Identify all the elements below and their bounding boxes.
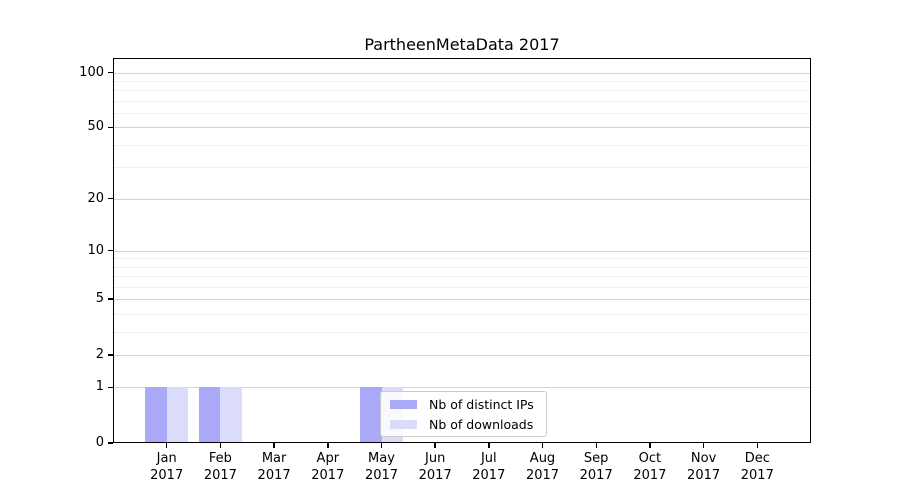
y-tick-mark [108,197,113,200]
x-tick-mark [649,443,651,448]
y-major-gridline [113,198,811,200]
x-tick-mark [702,443,705,448]
y-minor-gridline [113,80,811,82]
x-tick-mark [219,443,222,448]
y-major-gridline [113,354,811,356]
legend: Nb of distinct IPs Nb of downloads [380,391,547,437]
y-tick-label: 0 [95,435,104,450]
x-tick-mark [380,443,383,448]
y-minor-gridline [113,258,811,260]
x-tick-mark [595,443,597,448]
y-tick-label: 5 [95,291,104,307]
x-tick-label: May 2017 [364,451,399,483]
y-tick-mark [108,126,113,129]
y-minor-gridline [113,144,811,146]
y-tick-mark [108,298,113,300]
y-minor-gridline [113,167,811,169]
y-tick-label: 50 [87,119,104,135]
y-tick-label: 100 [79,64,104,80]
legend-label-downloads: Nb of downloads [429,416,534,432]
y-major-gridline [113,299,811,301]
x-tick-label: Mar 2017 [257,451,291,483]
y-minor-gridline [113,276,811,278]
y-tick-mark [108,442,113,444]
bar-distinct-ips [360,387,382,443]
y-major-gridline [113,387,811,389]
x-tick-label: Jul 2017 [472,451,506,483]
x-tick-label: Feb 2017 [203,451,237,483]
x-tick-label: Dec 2017 [740,451,774,483]
y-major-gridline [113,72,811,74]
y-major-gridline [113,127,811,129]
y-tick-label: 20 [87,190,104,206]
x-tick-label: Apr 2017 [311,451,345,483]
x-tick-label: Aug 2017 [525,451,560,483]
x-tick-mark [434,443,436,448]
y-minor-gridline [113,286,811,288]
y-tick-mark [108,71,113,74]
bar-downloads [220,387,242,443]
x-tick-label: Nov 2017 [687,451,721,483]
y-major-gridline [113,250,811,252]
x-tick-label: Oct 2017 [633,451,667,483]
y-tick-label: 2 [95,346,104,362]
y-minor-gridline [113,113,811,114]
x-tick-label: Jun 2017 [418,451,452,483]
legend-item-distinct-ips: Nb of distinct IPs [390,397,537,412]
y-minor-gridline [113,266,811,268]
y-minor-gridline [113,331,811,333]
x-tick-mark [327,443,329,448]
y-tick-label: 1 [95,379,104,395]
bar-distinct-ips [198,387,221,443]
legend-item-downloads: Nb of downloads [390,417,537,432]
bar-distinct-ips [145,387,167,443]
y-tick-mark [108,249,113,252]
bar-downloads [166,387,189,443]
x-tick-mark [273,443,275,448]
chart-title: PartheenMetaData 2017 [364,35,560,54]
y-tick-mark [108,386,113,389]
y-tick-mark [108,354,113,356]
x-tick-mark [165,443,168,448]
y-minor-gridline [113,100,811,102]
legend-swatch-downloads [390,419,417,429]
plot-area [113,58,811,443]
legend-label-distinct-ips: Nb of distinct IPs [429,396,534,412]
x-tick-mark [756,443,759,448]
y-tick-label: 10 [87,242,104,258]
y-minor-gridline [113,313,811,315]
legend-swatch-distinct-ips [390,399,417,409]
x-tick-mark [541,443,544,448]
x-tick-mark [488,443,490,448]
x-tick-label: Sep 2017 [579,451,613,483]
x-tick-label: Jan 2017 [150,451,184,483]
y-minor-gridline [113,90,811,92]
